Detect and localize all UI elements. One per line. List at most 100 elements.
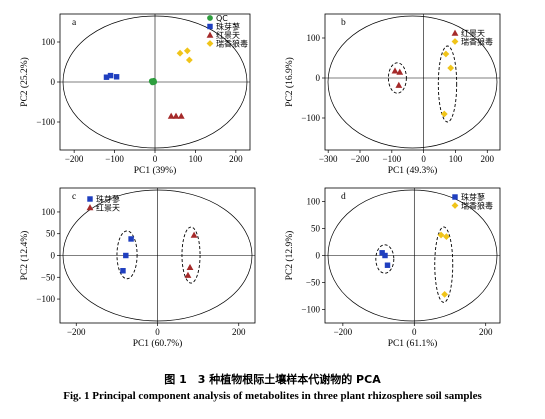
- x-tick-label: 200: [229, 154, 243, 164]
- legend-marker: [87, 196, 93, 202]
- y-tick-label: 100: [42, 207, 56, 217]
- y-axis-label: PC2 (25.2%): [19, 57, 30, 107]
- data-point: [442, 50, 450, 58]
- data-point: [167, 112, 175, 119]
- x-tick-label: 100: [449, 154, 463, 164]
- data-point: [120, 268, 126, 274]
- data-point: [391, 67, 399, 74]
- legend-label: 瑞香狼毒: [461, 201, 493, 211]
- x-tick-label: −100: [105, 154, 124, 164]
- data-point: [447, 64, 455, 72]
- y-tick-label: 100: [42, 37, 56, 47]
- data-point: [185, 56, 193, 64]
- y-tick-label: 50: [311, 224, 321, 234]
- x-tick-label: −200: [67, 327, 86, 337]
- figure-captions: 图 1 3 种植物根际土壤样本代谢物的 PCA Fig. 1 Principal…: [0, 372, 545, 404]
- y-tick-label: −50: [306, 278, 321, 288]
- y-axis-label: PC2 (12.4%): [19, 231, 30, 281]
- legend-label: 瑞香狼毒: [216, 39, 248, 49]
- panel-letter: b: [341, 18, 346, 28]
- x-tick-label: 0: [421, 154, 426, 164]
- data-point: [113, 74, 120, 80]
- plot-frame: [324, 13, 501, 151]
- data-point: [128, 236, 134, 242]
- x-axis-label: PC1 (39%): [134, 165, 177, 176]
- caption-english: Fig. 1 Principal component analysis of m…: [63, 390, 482, 402]
- x-tick-label: −100: [383, 154, 402, 164]
- y-tick-label: 0: [51, 77, 56, 87]
- x-tick-label: 100: [189, 154, 203, 164]
- y-tick-label: 0: [316, 73, 321, 83]
- y-tick-label: −100: [301, 113, 320, 123]
- x-axis-label: PC1 (60.7%): [133, 338, 183, 349]
- data-point: [384, 262, 391, 268]
- y-tick-label: −100: [301, 305, 320, 315]
- legend-marker: [207, 23, 213, 30]
- y-tick-label: 50: [46, 229, 56, 239]
- x-axis-label: PC1 (49.3%): [388, 165, 438, 176]
- data-point: [176, 49, 184, 57]
- data-point: [172, 112, 180, 119]
- legend-label: 红景天: [216, 30, 240, 40]
- data-point: [382, 252, 388, 259]
- legend-label: QC: [216, 14, 228, 23]
- legend-marker: [207, 15, 213, 21]
- data-point: [443, 233, 450, 240]
- y-axis-label: PC2 (16.9%): [284, 57, 295, 107]
- x-tick-label: 0: [412, 327, 417, 337]
- legend-label: 红景天: [461, 28, 485, 38]
- caption-chinese: 图 1 3 种植物根际土壤样本代谢物的 PCA: [164, 373, 381, 386]
- panel-letter: a: [72, 18, 77, 28]
- x-tick-label: −200: [65, 154, 84, 164]
- data-point: [107, 72, 114, 79]
- legend-label: 红景天: [96, 203, 120, 213]
- confidence-ellipse: [327, 15, 498, 149]
- x-tick-label: −200: [334, 327, 353, 337]
- pca-panel-c: −200 0 200 −100 −50 0 50 100 PC1 (60.7%) PC2 (12.…: [19, 187, 256, 349]
- cluster-ellipse: [181, 226, 201, 284]
- data-point: [184, 271, 192, 278]
- data-point: [183, 47, 191, 55]
- data-point: [395, 81, 403, 88]
- y-tick-label: −100: [36, 294, 55, 304]
- panel-letter: d: [341, 192, 346, 202]
- x-tick-label: 200: [232, 327, 246, 337]
- data-point: [186, 263, 194, 270]
- data-point: [150, 77, 157, 84]
- x-tick-label: 200: [481, 154, 495, 164]
- x-tick-label: −200: [351, 154, 370, 164]
- cluster-ellipse: [375, 244, 395, 274]
- data-point: [437, 231, 445, 239]
- legend-label: 珠芽蓼: [461, 192, 485, 202]
- legend-marker: [86, 204, 94, 211]
- data-point: [123, 252, 129, 259]
- panel-letter: c: [72, 192, 76, 202]
- y-tick-label: 100: [307, 197, 321, 207]
- data-point: [177, 112, 185, 119]
- x-axis-label: PC1 (61.1%): [388, 338, 438, 349]
- data-point: [379, 250, 385, 256]
- confidence-ellipse: [327, 189, 498, 322]
- legend-marker: [451, 202, 459, 209]
- legend-marker: [451, 29, 459, 36]
- pca-panel-b: −300 −200 −100 0 100 200 −100 0 100 PC1 (49.3%) PC…: [284, 13, 501, 176]
- pca-panel-a: −200 −100 0 100 200 −100 0 100 PC1 (39%) PC2 (25.…: [19, 13, 251, 176]
- data-point: [440, 110, 448, 118]
- legend-label: 珠芽蓼: [216, 22, 240, 32]
- y-tick-label: 100: [307, 33, 321, 43]
- data-point: [190, 231, 198, 238]
- legend-marker: [206, 40, 214, 47]
- y-tick-label: −50: [41, 272, 56, 282]
- y-axis-label: PC2 (12.9%): [284, 231, 295, 281]
- cluster-ellipse: [434, 226, 454, 303]
- legend-label: 瑞香狼毒: [461, 37, 493, 47]
- data-point: [441, 290, 449, 298]
- data-point: [396, 68, 404, 75]
- y-tick-label: 0: [316, 251, 321, 261]
- data-point: [103, 74, 110, 80]
- confidence-ellipse: [62, 189, 253, 322]
